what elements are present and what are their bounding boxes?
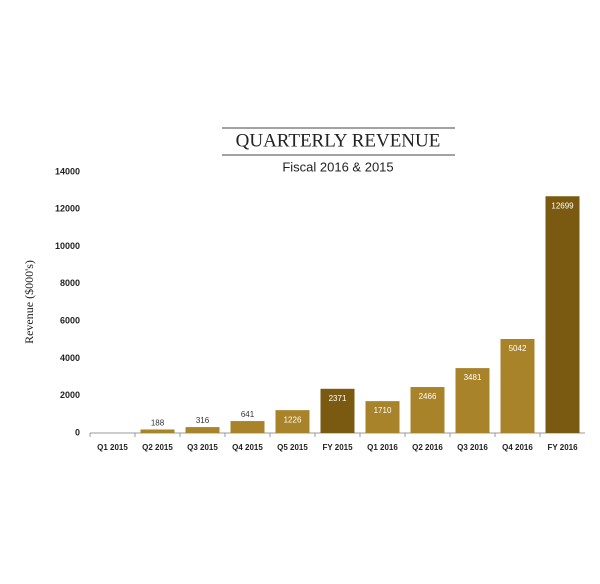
value-label: 2371 — [329, 394, 347, 403]
y-tick-label: 8000 — [60, 278, 80, 288]
y-tick-label: 10000 — [55, 241, 80, 251]
bar — [545, 196, 580, 433]
x-tick-label: Q4 2015 — [232, 443, 263, 452]
x-tick-label: Q5 2015 — [277, 443, 308, 452]
y-tick-label: 2000 — [60, 390, 80, 400]
bar — [185, 427, 220, 433]
bar — [230, 421, 265, 433]
bar — [410, 387, 445, 433]
x-tick-label: Q3 2015 — [187, 443, 218, 452]
x-tick-label: FY 2015 — [322, 443, 353, 452]
value-label: 12699 — [551, 201, 574, 210]
value-label: 1710 — [374, 406, 392, 415]
y-tick-label: 4000 — [60, 353, 80, 363]
y-tick-label: 6000 — [60, 316, 80, 326]
y-axis-label: Revenue ($000's) — [22, 260, 36, 344]
value-label: 5042 — [509, 344, 527, 353]
chart-subtitle: Fiscal 2016 & 2015 — [282, 159, 393, 174]
y-tick-label: 12000 — [55, 204, 80, 214]
value-label: 1226 — [284, 415, 302, 424]
value-label: 641 — [241, 410, 255, 419]
bar — [455, 368, 490, 433]
bar — [275, 410, 310, 433]
bar — [365, 401, 400, 433]
bar — [500, 339, 535, 433]
x-tick-label: Q2 2016 — [412, 443, 443, 452]
x-tick-label: Q1 2015 — [97, 443, 128, 452]
value-label: 3481 — [464, 373, 482, 382]
value-label: 316 — [196, 416, 210, 425]
x-tick-label: Q1 2016 — [367, 443, 398, 452]
bar — [320, 388, 355, 433]
x-tick-label: FY 2016 — [547, 443, 578, 452]
x-tick-label: Q3 2016 — [457, 443, 488, 452]
y-tick-label: 14000 — [55, 166, 80, 176]
x-tick-label: Q2 2015 — [142, 443, 173, 452]
x-tick-label: Q4 2016 — [502, 443, 533, 452]
y-tick-label: 0 — [75, 427, 80, 437]
bar — [140, 429, 175, 433]
value-label: 2466 — [419, 392, 437, 401]
chart-title: QUARTERLY REVENUE — [236, 130, 441, 151]
value-label: 188 — [151, 419, 165, 428]
